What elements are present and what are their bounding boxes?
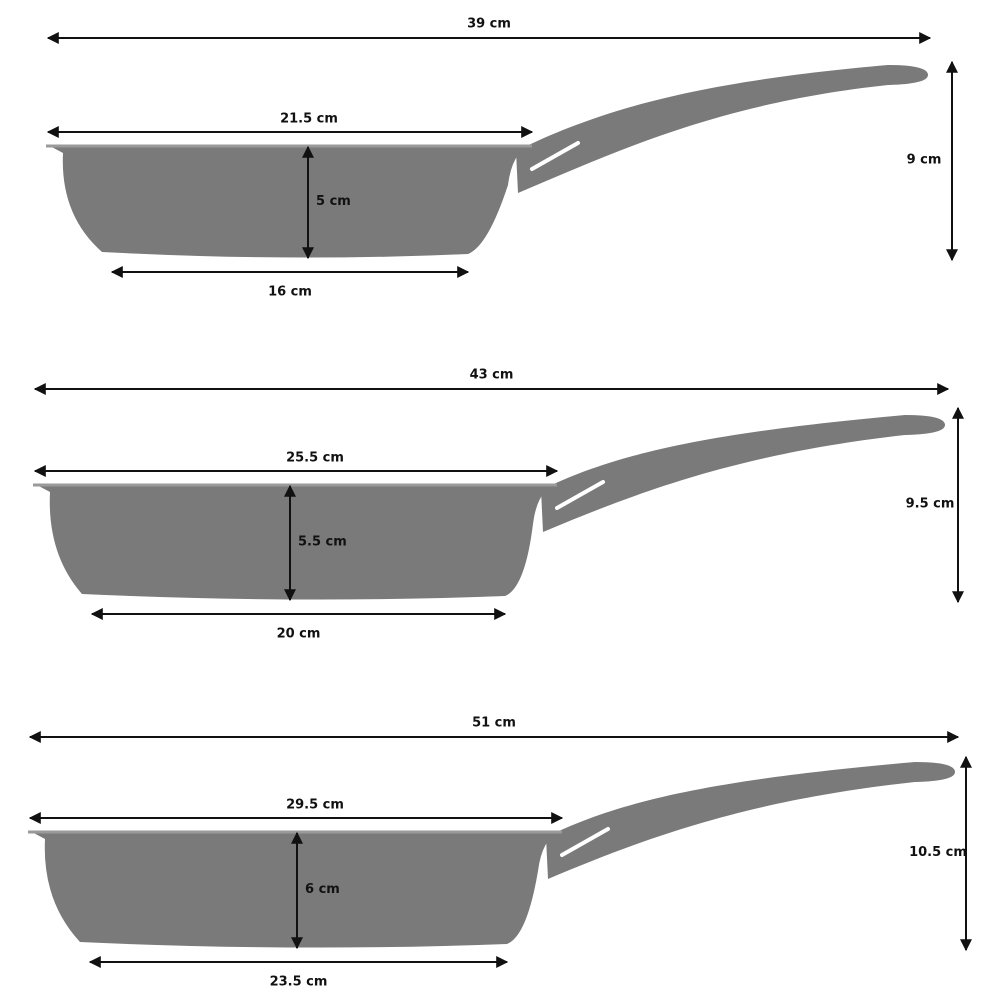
base-diameter-label: 20 cm: [277, 627, 321, 642]
pan-handle: [546, 762, 955, 879]
pan-body: [48, 145, 530, 258]
top-diameter-label: 25.5 cm: [286, 451, 344, 466]
base-diameter-label: 23.5 cm: [270, 975, 328, 990]
handle-slot: [555, 480, 605, 510]
top-diameter-label: 29.5 cm: [286, 798, 344, 813]
depth-label: 5 cm: [316, 194, 351, 209]
depth-label: 6 cm: [305, 882, 340, 897]
height-label: 10.5 cm: [909, 845, 967, 860]
length-label: 43 cm: [470, 368, 514, 383]
handle-slot: [560, 827, 610, 857]
pan-handle: [516, 65, 928, 193]
height-label: 9 cm: [907, 153, 942, 168]
handle-slot: [530, 141, 580, 171]
base-diameter-label: 16 cm: [268, 285, 312, 300]
top-diameter-label: 21.5 cm: [280, 112, 338, 127]
pan-body: [30, 831, 560, 948]
pan-handle: [541, 415, 945, 532]
pan-body: [35, 484, 555, 600]
height-label: 9.5 cm: [906, 497, 955, 512]
length-label: 51 cm: [472, 716, 516, 731]
depth-label: 5.5 cm: [298, 535, 347, 550]
length-label: 39 cm: [467, 17, 511, 32]
